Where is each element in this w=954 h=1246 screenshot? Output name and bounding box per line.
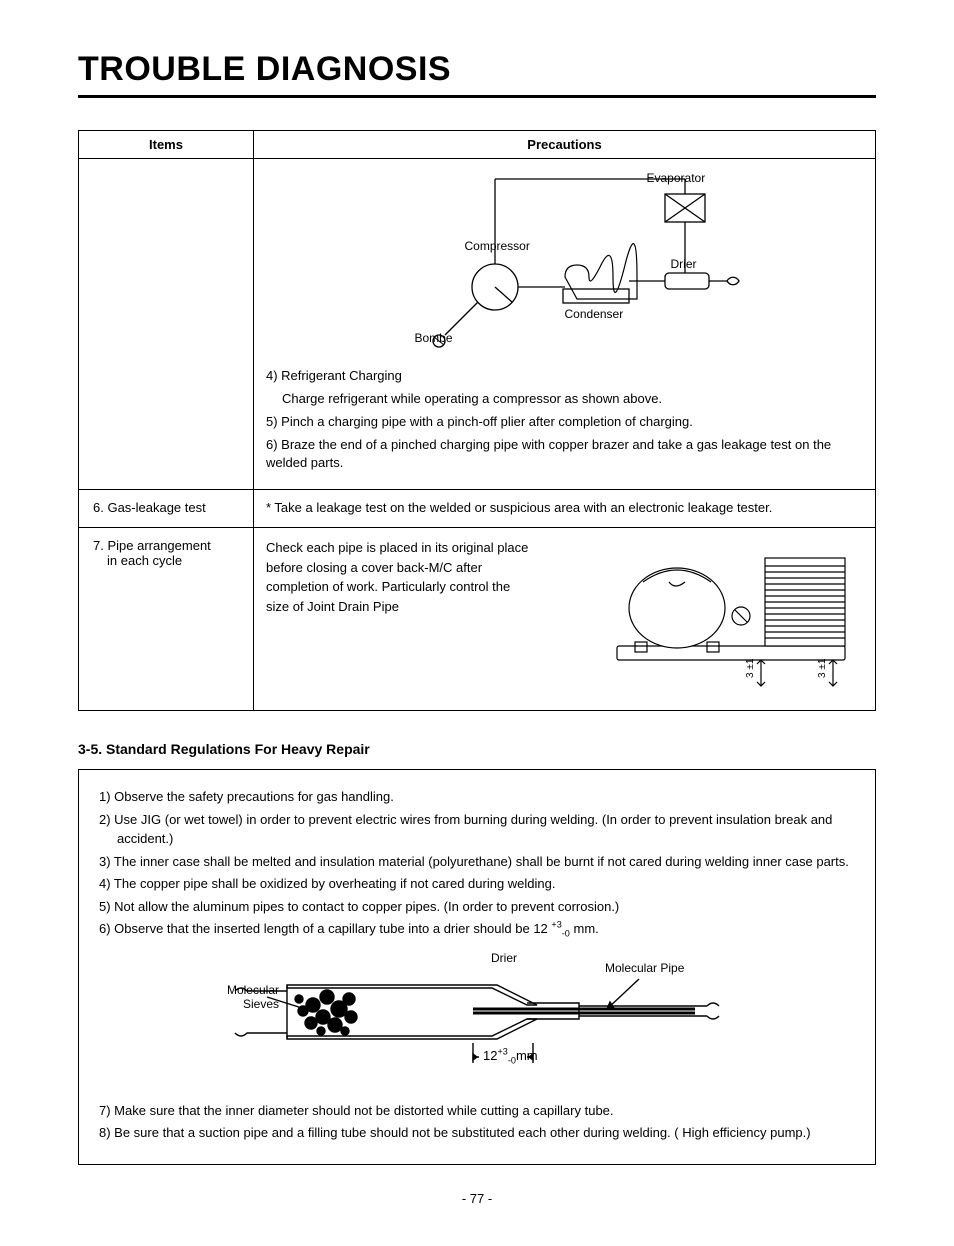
row7-item-l1: 7. Pipe arrangement [93,538,211,553]
reg-6: 6) Observe that the inserted length of a… [95,919,859,939]
row7-item-l2: in each cycle [93,553,241,568]
reg-7: 7) Make sure that the inner diameter sho… [95,1101,859,1121]
reg-5: 5) Not allow the aluminum pipes to conta… [95,897,859,917]
th-items: Items [79,131,254,159]
p6: 6) Braze the end of a pinched charging p… [266,436,863,474]
label-condenser: Condenser [565,307,624,321]
label-12mm: 12+3-0mm [483,1048,538,1063]
table-row: 6. Gas-leakage test * Take a leakage tes… [79,490,876,528]
reg-2: 2) Use JIG (or wet towel) in order to pr… [95,810,859,849]
row6-precaution: * Take a leakage test on the welded or s… [254,490,876,528]
compressor-condenser-illustration: 3 ±1 3 ±1 [603,538,863,698]
row5-precautions: 4) Refrigerant Charging Charge refrigera… [266,367,863,473]
p5: 5) Pinch a charging pipe with a pinch-of… [266,413,863,432]
row7-text: Check each pipe is placed in its origina… [266,538,536,616]
label-bombe: Bombe [415,331,453,345]
label-mol-pipe: Molecular Pipe [605,961,684,975]
drier-diagram: Drier Molecular Sieves Molecular Pipe 12… [227,951,727,1091]
regulations-box: 1) Observe the safety precautions for ga… [78,769,876,1165]
diagnosis-table: Items Precautions [78,130,876,711]
reg-4: 4) The copper pipe shall be oxidized by … [95,874,859,894]
reg-3: 3) The inner case shall be melted and in… [95,852,859,872]
label-evaporator: Evaporator [647,171,706,185]
refrigeration-circuit-diagram: Evaporator Compressor Drier Condenser Bo… [375,169,755,359]
table-row: 7. Pipe arrangement in each cycle [79,528,876,711]
label-mol-sieves: Molecular Sieves [219,983,279,1011]
row6-item: 6. Gas-leakage test [79,490,254,528]
p4-body: Charge refrigerant while operating a com… [266,390,863,409]
label-drier2: Drier [491,951,517,965]
reg-8: 8) Be sure that a suction pipe and a fil… [95,1123,859,1143]
label-compressor: Compressor [465,239,530,253]
table-row: Evaporator Compressor Drier Condenser Bo… [79,159,876,490]
section-3-5-heading: 3-5. Standard Regulations For Heavy Repa… [78,741,876,757]
th-precautions: Precautions [254,131,876,159]
p4-lead: 4) Refrigerant Charging [266,367,863,386]
page-title: TROUBLE DIAGNOSIS [78,50,876,98]
page-number: - 77 - [78,1191,876,1206]
dim-right: 3 ±1 [817,658,828,678]
dim-left: 3 ±1 [745,658,756,678]
reg-1: 1) Observe the safety precautions for ga… [95,787,859,807]
label-drier: Drier [671,257,697,271]
